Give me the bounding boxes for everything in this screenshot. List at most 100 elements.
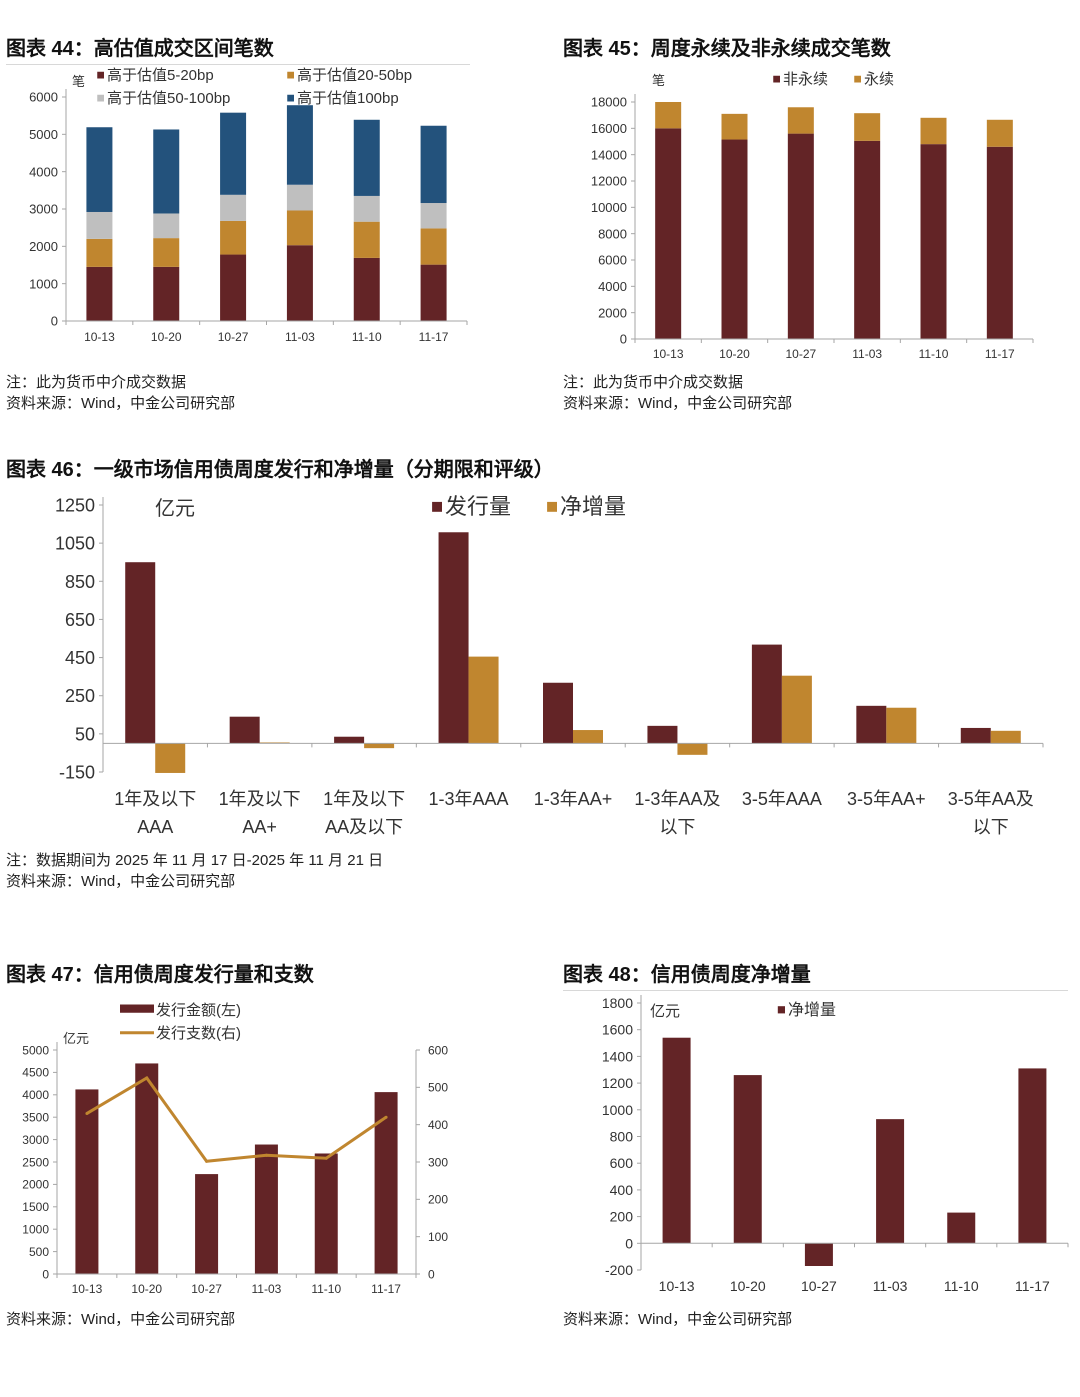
bar-0-s2	[153, 213, 180, 239]
chart-45-source: 资料来源：Wind，中金公司研究部	[563, 395, 793, 412]
y-tick-label: 16000	[591, 121, 627, 136]
legend-swatch	[854, 75, 861, 83]
y-tick-label: 5000	[29, 127, 58, 142]
bar-0-s0	[286, 245, 313, 321]
bar-0-s0	[86, 266, 113, 321]
bar-0-s1	[153, 238, 180, 267]
legend-label: 高于估值20-50bp	[297, 67, 412, 84]
y-tick-label: 2000	[29, 239, 58, 254]
y2-tick-label: 400	[428, 1118, 448, 1132]
x-tick-label: 11-17	[985, 347, 1015, 361]
y-tick-label: 1000	[29, 276, 58, 291]
y2-tick-label: 600	[428, 1043, 448, 1057]
y-tick-label: 400	[610, 1182, 634, 1198]
y-tick-label: 1600	[602, 1022, 633, 1038]
x-tick-label: 11-10	[311, 1282, 341, 1296]
bar-0-s3	[153, 129, 180, 214]
y-tick-label: 1050	[55, 534, 95, 554]
x-tick-label: 3-5年AA及	[948, 789, 1034, 809]
bar-0-s1	[353, 221, 380, 258]
line-point	[205, 1159, 209, 1163]
bar-0-s1	[220, 220, 247, 255]
bar-2-s0	[334, 736, 365, 744]
y-tick-label: 5000	[22, 1043, 49, 1057]
y-unit-label: 笔	[652, 73, 665, 88]
bar-1-s1	[920, 117, 947, 145]
legend-swatch	[547, 501, 557, 512]
bar-2-s0	[229, 716, 260, 744]
x-tick-label: 10-20	[151, 330, 182, 344]
bar-2-s1	[155, 743, 186, 773]
x-tick-label: 10-27	[218, 330, 249, 344]
legend-swatch	[97, 71, 104, 79]
x-tick-label: 11-17	[371, 1282, 401, 1296]
legend-label: 发行量	[445, 494, 511, 519]
legend-label: 高于估值100bp	[297, 90, 399, 107]
x-tick-label: 11-17	[419, 330, 449, 344]
y-tick-label: 4000	[22, 1088, 49, 1102]
y-tick-label: 1000	[22, 1223, 49, 1237]
bar-2-s1	[364, 743, 395, 749]
y-unit-label: 笔	[72, 74, 85, 89]
line-point	[264, 1153, 268, 1157]
x-tick-label: AA+	[242, 817, 277, 837]
chart-45-note: 注：此为货币中介成交数据	[563, 374, 744, 391]
x-tick-label: 10-27	[785, 347, 816, 361]
x-tick-label: 1-3年AAA	[429, 789, 509, 809]
x-tick-label: 3-5年AA+	[847, 789, 926, 809]
bar-0-s1	[420, 228, 447, 265]
chart-48-title: 图表 48：信用债周度净增量	[563, 964, 811, 986]
legend-swatch	[120, 1004, 154, 1013]
x-tick-label: 1年及以下	[323, 789, 405, 809]
y-tick-label: 2500	[22, 1155, 49, 1169]
x-tick-label: 1年及以下	[219, 789, 301, 809]
x-tick-label: 10-13	[72, 1282, 103, 1296]
legend-swatch	[773, 75, 780, 83]
y-tick-label: -200	[605, 1262, 633, 1278]
chart-46-source: 资料来源：Wind，中金公司研究部	[6, 873, 236, 890]
bar-0-s2	[286, 184, 313, 211]
x-tick-label: 1-3年AA+	[534, 789, 613, 809]
bar-4-s0	[876, 1119, 905, 1244]
x-tick-label: AAA	[137, 817, 173, 837]
chart-44-title: 图表 44：高估值成交区间笔数	[6, 38, 274, 60]
y-tick-label: 600	[610, 1155, 634, 1171]
bar-0-s3	[286, 105, 313, 185]
y-tick-label: 18000	[591, 95, 627, 110]
y-tick-label: 500	[29, 1245, 49, 1259]
y-tick-label: 1800	[602, 995, 633, 1011]
line-point	[85, 1111, 89, 1115]
x-tick-label: 11-10	[352, 330, 382, 344]
x-tick-label: 11-03	[852, 347, 882, 361]
y-tick-label: 1500	[22, 1200, 49, 1214]
legend-label: 净增量	[788, 1001, 836, 1019]
legend-label: 净增量	[560, 494, 626, 519]
bar-1-s0	[655, 128, 682, 339]
y-tick-label: 1250	[55, 495, 95, 515]
bar-3-s0	[135, 1063, 159, 1274]
x-tick-label: 11-03	[285, 330, 315, 344]
x-tick-label: 10-13	[84, 330, 115, 344]
bar-2-s0	[125, 562, 156, 744]
legend-label: 发行支数(右)	[156, 1025, 241, 1042]
legend-swatch	[287, 71, 294, 79]
y-tick-label: 4000	[598, 279, 627, 294]
bar-2-s0	[751, 644, 782, 744]
x-tick-label: 1年及以下	[114, 789, 196, 809]
line-point	[384, 1115, 388, 1119]
bar-2-s1	[781, 675, 812, 744]
y-tick-label: 450	[65, 648, 95, 668]
legend-swatch	[287, 94, 294, 102]
y-tick-label: 650	[65, 610, 95, 630]
bar-0-s3	[420, 125, 447, 204]
y-tick-label: 200	[610, 1209, 634, 1225]
bar-3-s0	[314, 1153, 338, 1274]
bar-0-s3	[353, 119, 380, 196]
y-tick-label: 4000	[29, 164, 58, 179]
x-tick-label: 3-5年AAA	[742, 789, 822, 809]
chart-47-source: 资料来源：Wind，中金公司研究部	[6, 1311, 236, 1328]
y-tick-label: 850	[65, 572, 95, 592]
bar-0-s1	[286, 210, 313, 246]
x-tick-label: 以下	[659, 817, 695, 837]
y-tick-label: 14000	[591, 147, 627, 162]
